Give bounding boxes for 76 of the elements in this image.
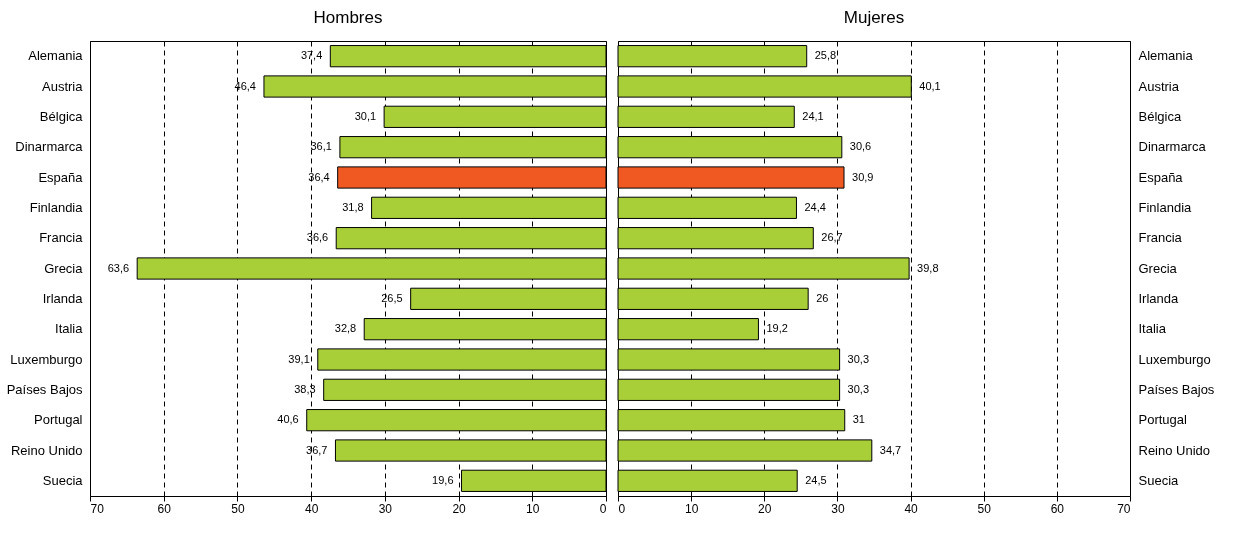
x-tick-label: 70	[90, 501, 105, 516]
data-label: 31	[852, 413, 865, 426]
y-tick-label: Portugal	[34, 412, 83, 428]
y-tick-label: Reino Unido	[10, 442, 83, 458]
x-tick-label: 10	[684, 501, 699, 516]
data-label: 39,8	[917, 261, 939, 274]
y-tick-label: Finlandia	[29, 199, 84, 215]
y-tick-label: España	[1138, 169, 1184, 185]
y-tick-label: Países Bajos	[6, 381, 83, 397]
y-tick-label: Francia	[1138, 230, 1183, 246]
data-label: 26,7	[821, 231, 843, 244]
x-tick-label: 30	[378, 501, 393, 516]
data-label: 30,9	[852, 170, 874, 183]
y-tick-label: Bélgica	[39, 108, 84, 124]
data-label: 40,6	[277, 413, 299, 426]
x-tick-label: 0	[599, 501, 607, 516]
x-tick-label: 40	[304, 501, 319, 516]
y-tick-label: Italia	[55, 321, 84, 337]
data-label: 36,7	[306, 443, 328, 456]
y-tick-label: Luxemburgo	[1138, 351, 1211, 367]
data-label: 38,3	[294, 382, 316, 395]
data-label: 26	[816, 291, 829, 304]
data-label: 19,2	[766, 322, 788, 335]
y-tick-label: Irlanda	[1138, 290, 1180, 306]
data-label: 25,8	[814, 49, 837, 62]
data-label: 46,4	[234, 79, 256, 92]
y-tick-label: Francia	[39, 230, 84, 246]
x-tick-label: 40	[904, 501, 919, 516]
data-label: 30,6	[849, 140, 872, 153]
y-tick-label: Irlanda	[42, 290, 84, 306]
y-tick-label: Suecia	[1138, 472, 1180, 488]
data-label: 39,1	[288, 352, 310, 365]
x-tick-label: 10	[526, 501, 540, 516]
y-tick-label: Alemania	[28, 48, 84, 64]
y-tick-label: Portugal	[1138, 412, 1188, 428]
data-label: 40,1	[919, 79, 941, 92]
x-tick-label: 50	[231, 501, 245, 516]
chart-title: Hombres	[313, 8, 383, 27]
x-tick-label: 60	[157, 501, 172, 516]
y-tick-label: Austria	[1138, 78, 1180, 94]
y-tick-label: España	[38, 169, 84, 185]
data-label: 24,1	[802, 109, 824, 122]
y-tick-label: Italia	[1138, 321, 1167, 337]
y-tick-label: Grecia	[44, 260, 84, 276]
y-tick-label: Países Bajos	[1138, 381, 1215, 397]
y-tick-label: Alemania	[1138, 48, 1194, 64]
y-tick-label: Dinarmarca	[1138, 139, 1207, 155]
data-label: 32,8	[334, 322, 357, 335]
data-label: 63,6	[107, 261, 130, 274]
data-label: 30,1	[354, 109, 377, 122]
data-label: 30,3	[847, 382, 870, 395]
data-label: 31,8	[342, 200, 364, 213]
x-tick-label: 30	[831, 501, 845, 516]
x-tick-label: 0	[618, 501, 626, 516]
x-tick-label: 20	[758, 501, 772, 516]
chart-title: Mujeres	[843, 8, 905, 27]
data-label: 30,3	[847, 352, 870, 365]
y-tick-label: Luxemburgo	[10, 351, 83, 367]
y-tick-label: Reino Unido	[1138, 442, 1211, 458]
y-tick-label: Grecia	[1138, 260, 1178, 276]
x-tick-label: 60	[1050, 501, 1065, 516]
y-tick-label: Austria	[42, 78, 84, 94]
data-label: 24,4	[804, 200, 826, 213]
data-label: 24,5	[805, 473, 827, 486]
y-tick-label: Dinarmarca	[15, 139, 84, 155]
data-label: 34,7	[879, 443, 902, 456]
y-tick-label: Suecia	[42, 472, 84, 488]
x-tick-label: 70	[1117, 501, 1131, 516]
y-tick-label: Finlandia	[1138, 199, 1193, 215]
x-tick-label: 50	[977, 501, 992, 516]
y-tick-label: Bélgica	[1138, 108, 1182, 124]
data-label: 19,6	[432, 473, 454, 486]
data-label: 36,1	[310, 140, 332, 153]
x-tick-label: 20	[452, 501, 467, 516]
data-label: 36,4	[308, 170, 330, 183]
data-label: 36,6	[306, 231, 329, 244]
